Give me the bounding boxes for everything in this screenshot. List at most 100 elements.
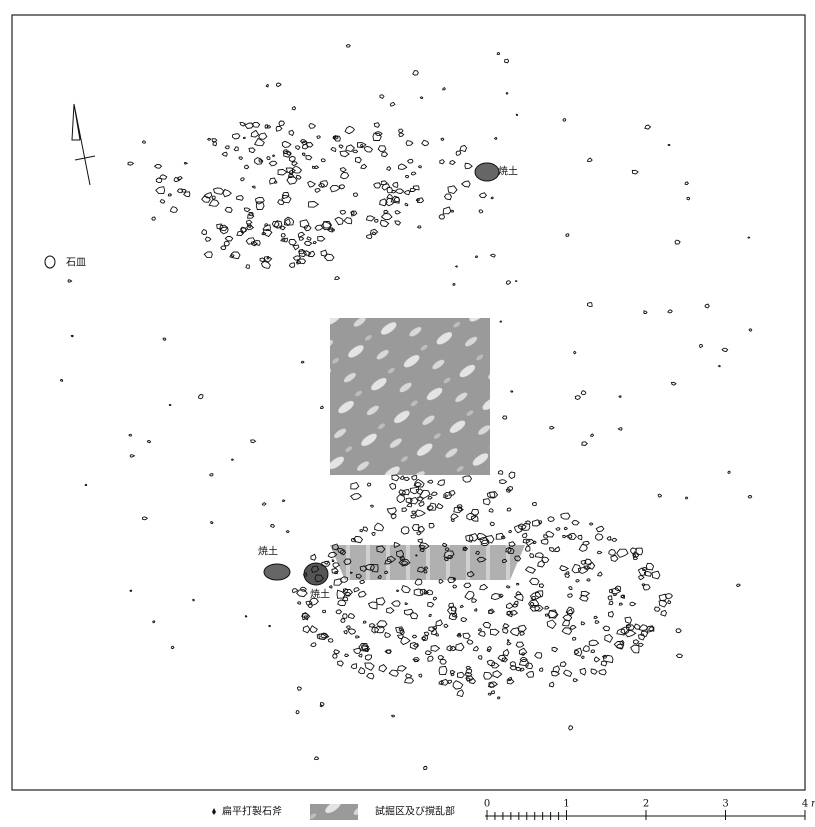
- stone: [353, 647, 361, 654]
- stone: [298, 236, 305, 241]
- map-label: 焼土: [258, 545, 278, 558]
- stone: [336, 548, 346, 555]
- stone: [220, 245, 227, 251]
- stone: [425, 589, 434, 596]
- stone: [347, 628, 357, 635]
- stone: [469, 678, 477, 685]
- stone: [324, 560, 329, 565]
- stone: [450, 513, 459, 521]
- stone: [162, 337, 167, 341]
- stone: [248, 211, 254, 217]
- stone: [302, 625, 311, 634]
- stone: [449, 159, 456, 166]
- stone: [616, 548, 629, 558]
- stone: [410, 171, 417, 176]
- stone: [450, 673, 455, 677]
- stone: [418, 501, 425, 507]
- stone: [508, 529, 513, 534]
- stone: [282, 237, 288, 243]
- stone: [476, 556, 487, 563]
- stone: [616, 628, 626, 636]
- stone: [588, 639, 600, 646]
- stone: [436, 502, 444, 509]
- stone: [317, 183, 326, 188]
- stone: [492, 670, 503, 679]
- stone: [159, 174, 168, 180]
- stone: [360, 163, 368, 170]
- stone: [176, 176, 183, 181]
- stone: [328, 585, 333, 589]
- stone: [437, 655, 445, 660]
- stone: [747, 495, 753, 499]
- stone: [298, 249, 307, 258]
- stone: [470, 508, 480, 516]
- stone: [525, 520, 531, 525]
- stone: [546, 619, 557, 630]
- stone: [482, 498, 491, 506]
- stone: [541, 556, 550, 563]
- stone: [333, 578, 343, 586]
- stone: [529, 553, 535, 558]
- stone: [329, 184, 341, 193]
- stone: [291, 165, 303, 174]
- stone: [521, 532, 528, 538]
- stone: [151, 216, 156, 221]
- stone: [312, 240, 317, 245]
- stone: [593, 656, 601, 663]
- stone: [209, 473, 214, 477]
- stone: [596, 550, 603, 555]
- stone: [501, 628, 509, 634]
- stone: [452, 680, 464, 690]
- stone: [480, 539, 490, 546]
- stone: [268, 624, 272, 628]
- stone: [236, 230, 245, 236]
- stone: [415, 554, 418, 557]
- stone: [555, 527, 561, 531]
- stone: [343, 630, 348, 635]
- stone: [411, 510, 417, 515]
- stone: [192, 598, 195, 602]
- stone: [399, 475, 405, 481]
- stone: [245, 264, 250, 269]
- stone: [272, 154, 276, 157]
- stone: [248, 147, 256, 154]
- stone: [401, 488, 410, 496]
- stone: [488, 681, 499, 688]
- stone: [320, 158, 326, 163]
- stone: [464, 590, 475, 601]
- stone: [327, 638, 334, 643]
- stone: [282, 499, 286, 503]
- stone: [380, 213, 393, 221]
- stone: [486, 491, 496, 499]
- stone: [615, 643, 624, 650]
- stone: [338, 144, 344, 149]
- stone: [593, 615, 599, 619]
- stone: [288, 129, 295, 137]
- stone: [343, 217, 353, 225]
- stone: [314, 188, 321, 193]
- stone: [630, 547, 637, 555]
- stone: [364, 654, 373, 661]
- stone: [451, 611, 458, 618]
- stone: [446, 645, 453, 652]
- stone: [169, 206, 179, 213]
- stone: [632, 556, 639, 561]
- stone: [479, 583, 489, 591]
- stone: [462, 546, 467, 550]
- stone: [260, 260, 271, 269]
- stone: [667, 143, 671, 147]
- stone: [586, 302, 593, 307]
- map-label: 焼土: [498, 165, 518, 178]
- map-label: 石皿: [66, 258, 86, 269]
- stone: [507, 547, 515, 555]
- stone: [277, 168, 288, 176]
- stone: [450, 606, 457, 612]
- stone: [452, 283, 456, 286]
- stone: [619, 640, 625, 646]
- stone: [247, 213, 255, 219]
- stone: [327, 551, 338, 558]
- stone: [302, 152, 306, 157]
- stone: [332, 562, 341, 569]
- stone: [564, 573, 571, 579]
